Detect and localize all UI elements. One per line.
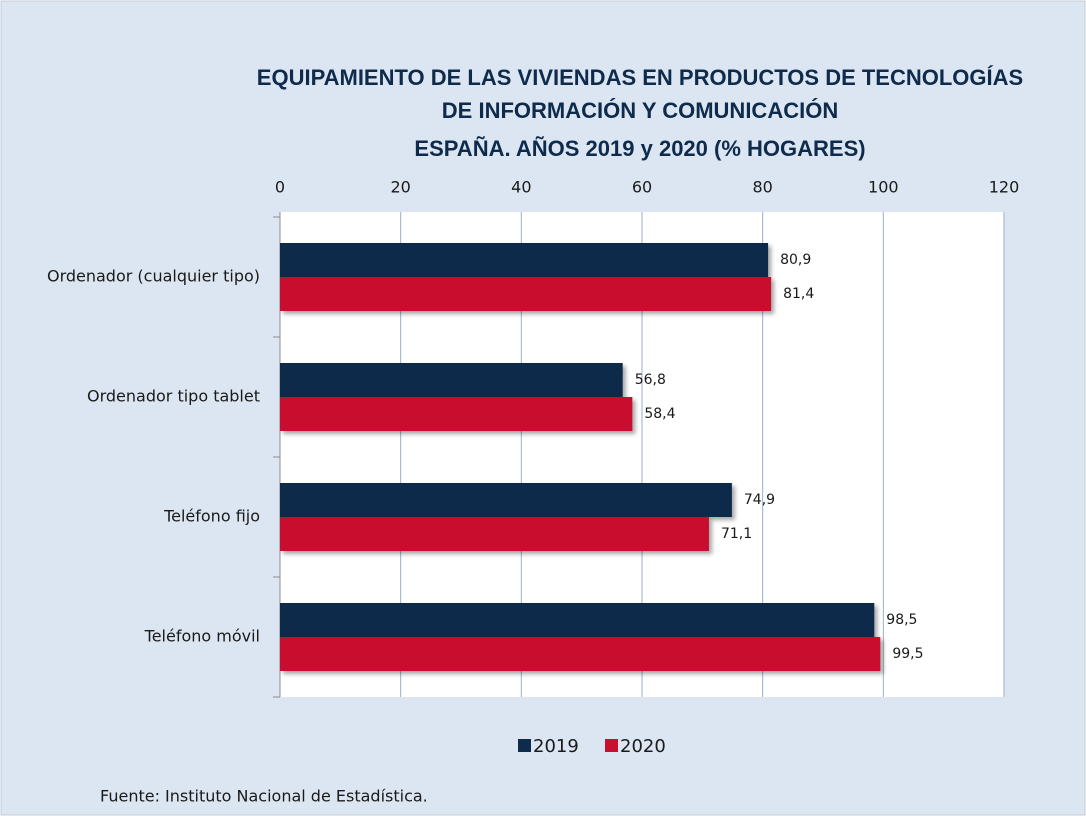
legend-swatch — [518, 739, 531, 752]
legend-swatch — [605, 739, 618, 752]
source: Fuente: Instituto Nacional de Estadístic… — [100, 787, 428, 806]
bar — [280, 363, 623, 397]
x-tick-label: 20 — [390, 178, 410, 197]
data-label: 81,4 — [783, 286, 814, 302]
bar — [280, 397, 633, 431]
y-tick-label: Teléfono móvil — [144, 627, 260, 646]
data-label: 99,5 — [892, 646, 923, 662]
x-tick-label: 120 — [989, 178, 1020, 197]
data-label: 98,5 — [886, 612, 917, 628]
data-label: 80,9 — [780, 252, 811, 268]
bar — [280, 517, 709, 551]
bar — [280, 277, 772, 311]
data-label: 74,9 — [744, 492, 775, 508]
y-tick-label: Ordenador (cualquier tipo) — [47, 267, 260, 286]
x-tick-label: 100 — [868, 178, 899, 197]
x-tick-label: 80 — [752, 178, 772, 197]
data-label: 58,4 — [644, 406, 675, 422]
bar — [280, 483, 732, 517]
bar — [280, 603, 875, 637]
chart-title: ESPAÑA. AÑOS 2019 y 2020 (% HOGARES) — [414, 136, 865, 161]
x-tick-label: 0 — [275, 178, 285, 197]
x-tick-label: 40 — [511, 178, 531, 197]
bar — [280, 637, 881, 671]
bar — [280, 243, 769, 277]
data-label: 71,1 — [721, 526, 752, 542]
x-tick-label: 60 — [632, 178, 652, 197]
y-tick-label: Teléfono fijo — [163, 507, 260, 526]
chart-title: DE INFORMACIÓN Y COMUNICACIÓN — [442, 98, 838, 123]
chart-title: EQUIPAMIENTO DE LAS VIVIENDAS EN PRODUCT… — [257, 65, 1023, 90]
legend-label: 2020 — [620, 736, 666, 757]
y-tick-label: Ordenador tipo tablet — [87, 387, 260, 406]
data-label: 56,8 — [635, 372, 666, 388]
legend-label: 2019 — [533, 736, 579, 757]
